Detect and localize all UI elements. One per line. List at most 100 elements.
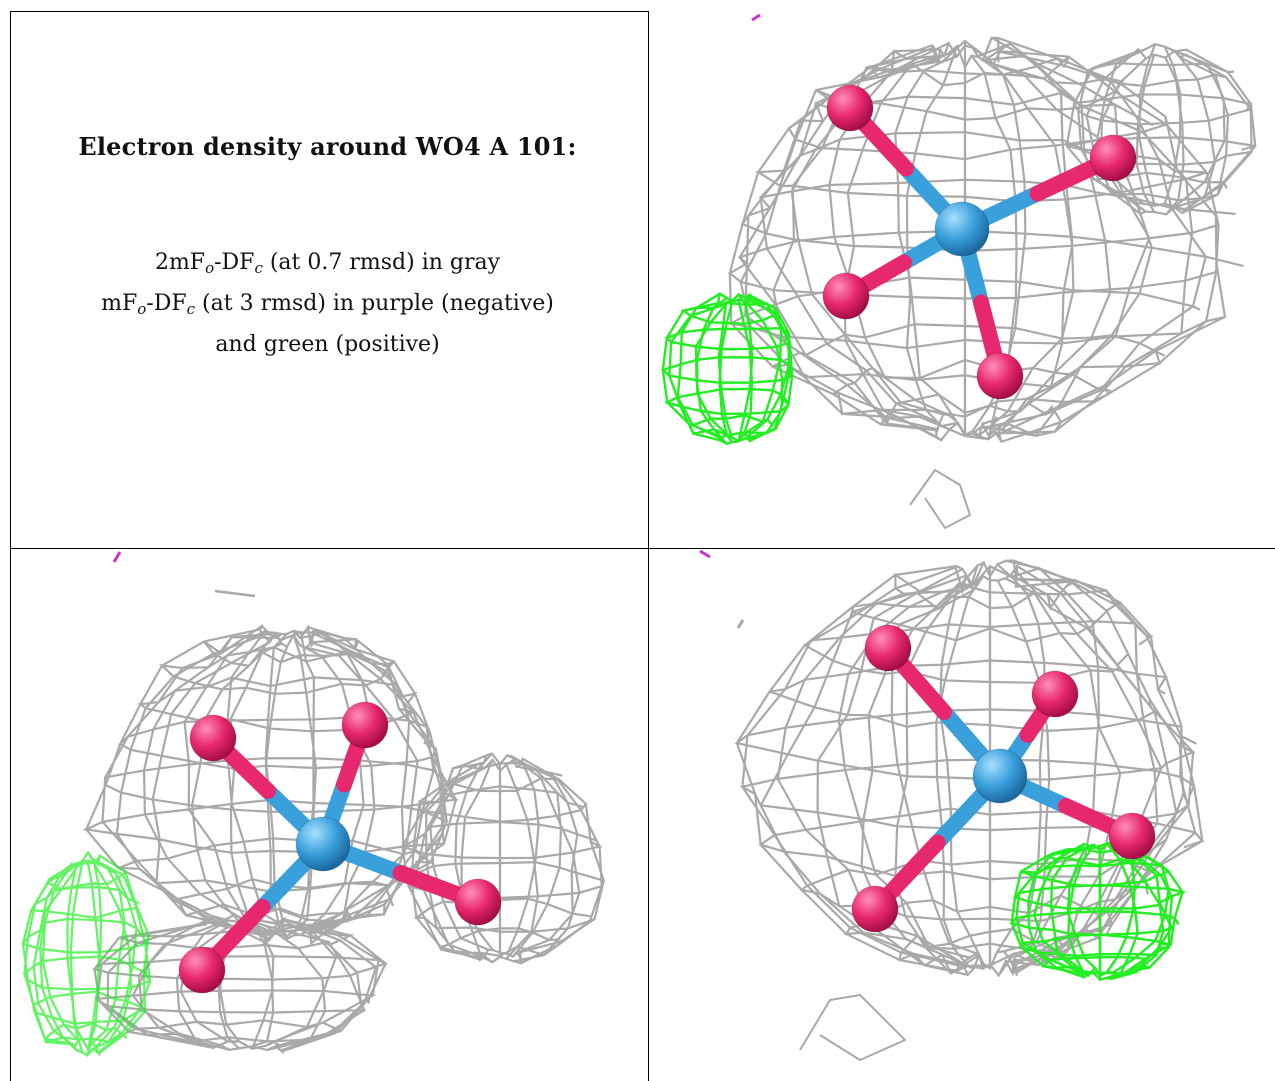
mesh-meridian: [142, 632, 271, 942]
mesh-meridian: [790, 54, 946, 416]
mesh-2fofc-lobe: [399, 752, 605, 965]
mesh-meridian: [250, 920, 275, 1048]
mesh-meridian: [737, 293, 754, 443]
caption-line-2: mFo-DFc (at 3 rmsd) in purple (negative): [101, 291, 554, 318]
mesh-fofc-negative: [751, 13, 761, 22]
mesh-meridian: [23, 864, 74, 1046]
mesh-meridian: [999, 50, 1220, 443]
mesh-meridian: [1105, 842, 1139, 980]
mesh-fragment: [214, 589, 256, 598]
mesh-meridian: [91, 861, 133, 1051]
mesh-meridian: [250, 918, 275, 1050]
mesh-meridian: [39, 866, 79, 1052]
mesh-meridian: [299, 644, 376, 936]
caption-line-3: and green (positive): [215, 332, 440, 357]
mesh-fofc-positive: [1009, 839, 1187, 982]
mesh-meridian: [816, 574, 969, 976]
mesh-meridian: [661, 301, 720, 437]
mesh-meridian: [1010, 847, 1083, 975]
frame-left: [10, 11, 11, 1081]
mesh-fragment: [799, 994, 906, 1061]
mesh-meridian: [69, 860, 84, 1054]
mesh-meridian: [505, 763, 539, 960]
mesh-meridian: [860, 589, 975, 970]
mesh-meridian: [511, 755, 562, 958]
oxygen-atom: [826, 84, 874, 132]
oxygen-atom: [1108, 812, 1156, 860]
mesh-meridian: [977, 55, 1074, 430]
mesh-meridian: [1114, 846, 1174, 976]
mesh-meridian: [1013, 580, 1185, 959]
mesh-ring: [660, 356, 794, 384]
mesh-meridian: [1164, 56, 1185, 216]
mesh-meridian: [1138, 43, 1157, 207]
mesh-meridian: [743, 300, 784, 440]
mesh-meridian: [984, 60, 1151, 438]
mesh-meridian: [277, 918, 387, 1047]
mesh-fofc-negative: [699, 549, 711, 559]
view-bottom-left: [21, 551, 605, 1057]
mesh-meridian: [735, 566, 959, 973]
mesh-meridian: [86, 851, 103, 1051]
mesh-fragment: [736, 619, 745, 629]
oxygen-atom: [864, 624, 912, 672]
mesh-meridian: [91, 857, 126, 1044]
mesh-meridian: [695, 296, 729, 436]
mesh-meridian: [1014, 564, 1195, 970]
mesh-meridian: [183, 636, 278, 935]
mesh-meridian: [264, 924, 327, 1052]
mesh-meridian: [1178, 56, 1230, 215]
mesh-2fofc-lobe: [1065, 43, 1257, 216]
mesh-meridian: [460, 758, 494, 964]
mesh-meridian: [515, 765, 579, 954]
mesh-meridian: [828, 42, 950, 417]
mesh-meridian: [1116, 840, 1184, 979]
mesh-meridian: [101, 624, 267, 936]
oxygen-atom: [189, 714, 237, 762]
mesh-meridian: [1163, 45, 1182, 205]
frame-row-divider: [10, 548, 1275, 549]
mesh-fofc-positive: [660, 291, 794, 446]
mesh-meridian: [415, 762, 486, 959]
mesh-meridian: [890, 564, 979, 955]
wo4-molecule: [178, 701, 502, 994]
mesh-meridian: [305, 646, 419, 929]
mesh-meridian: [310, 632, 444, 945]
mesh-meridian: [131, 915, 216, 1050]
mesh-meridian: [676, 292, 723, 440]
mesh-meridian: [512, 757, 581, 963]
mesh-meridian: [1066, 846, 1097, 970]
mesh-meridian: [970, 54, 1018, 441]
mesh-meridian: [1135, 53, 1156, 214]
mesh-meridian: [292, 629, 316, 937]
tungsten-atom: [295, 816, 351, 872]
mesh-meridian: [894, 55, 959, 422]
mesh-meridian: [981, 54, 1112, 425]
mesh-meridian: [1184, 48, 1257, 212]
tungsten-atom: [972, 748, 1028, 804]
mesh-meridian: [759, 48, 942, 425]
mesh-meridian: [137, 923, 223, 1047]
mesh-meridian: [151, 640, 273, 937]
mesh-meridian: [308, 628, 448, 936]
mesh-meridian: [992, 36, 1207, 427]
mesh-meridian: [410, 762, 482, 961]
mesh-fofc-negative: [112, 551, 122, 563]
caption-line-1: 2mFo-DFc (at 0.7 rmsd) in gray: [154, 250, 501, 277]
frame-top: [10, 11, 649, 12]
mesh-meridian: [273, 926, 366, 1048]
caption-title: Electron density around WO4 A 101:: [78, 132, 577, 161]
mesh-meridian: [1002, 559, 1101, 953]
oxygen-atom: [976, 352, 1024, 400]
wo4-molecule: [822, 84, 1137, 400]
mesh-fofc-positive: [21, 850, 152, 1057]
oxygen-atom: [1031, 670, 1079, 718]
mesh-meridian: [66, 860, 84, 1040]
mesh-ring: [772, 323, 1165, 388]
caption-cell: Electron density around WO4 A 101: 2mFo-…: [10, 0, 645, 548]
mesh-meridian: [1065, 51, 1136, 205]
mesh-meridian: [32, 862, 77, 1048]
oxygen-atom: [822, 272, 870, 320]
mesh-meridian: [97, 860, 152, 1054]
mesh-meridian: [741, 565, 960, 967]
